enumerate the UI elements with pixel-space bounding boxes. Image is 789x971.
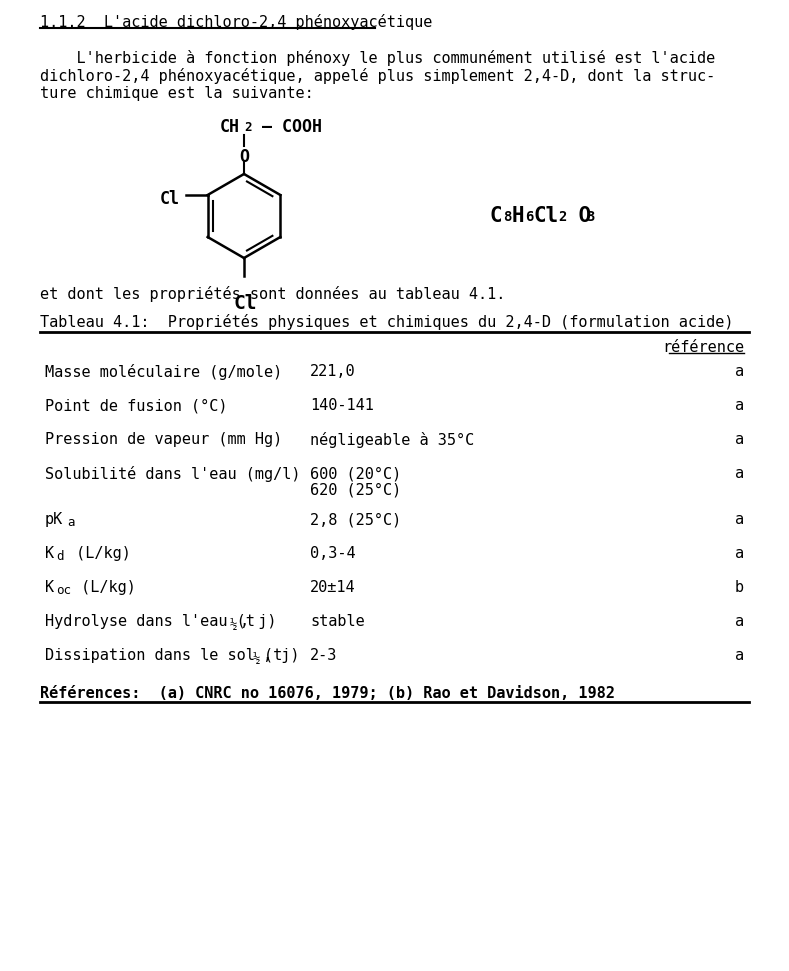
Text: (L/kg): (L/kg)	[72, 580, 136, 595]
Text: 1.1.2  L'acide dichloro-2,4 phénoxyacétique: 1.1.2 L'acide dichloro-2,4 phénoxyacétiq…	[40, 14, 432, 30]
Text: 140-141: 140-141	[310, 398, 374, 413]
Text: a: a	[735, 648, 744, 663]
Text: 2,8 (25°C): 2,8 (25°C)	[310, 512, 402, 527]
Text: 20±14: 20±14	[310, 580, 356, 595]
Text: K: K	[45, 546, 54, 561]
Text: 8: 8	[503, 210, 511, 224]
Text: référence: référence	[662, 340, 744, 355]
Text: a: a	[735, 364, 744, 379]
Text: Masse moléculaire (g/mole): Masse moléculaire (g/mole)	[45, 364, 282, 380]
Text: Cl: Cl	[159, 190, 180, 208]
Text: Références:  (a) CNRC no 16076, 1979; (b) Rao et Davidson, 1982: Références: (a) CNRC no 16076, 1979; (b)…	[40, 686, 615, 701]
Text: CH: CH	[220, 118, 240, 136]
Text: Cl: Cl	[534, 206, 559, 226]
Text: négligeable à 35°C: négligeable à 35°C	[310, 432, 474, 448]
Text: d: d	[56, 550, 63, 563]
Text: O: O	[239, 148, 249, 166]
Text: 600 (20°C): 600 (20°C)	[310, 466, 402, 481]
Text: 2: 2	[244, 121, 252, 134]
Text: – COOH: – COOH	[252, 118, 322, 136]
Text: L'herbicide à fonction phénoxy le plus communément utilisé est l'acide: L'herbicide à fonction phénoxy le plus c…	[40, 50, 716, 66]
Text: 0,3-4: 0,3-4	[310, 546, 356, 561]
Text: Hydrolyse dans l'eau (t: Hydrolyse dans l'eau (t	[45, 614, 255, 629]
Text: Cl: Cl	[234, 294, 257, 313]
Text: , j): , j)	[240, 614, 276, 629]
Text: a: a	[735, 432, 744, 447]
Text: dichloro-2,4 phénoxyacétique, appelé plus simplement 2,4-D, dont la struc-: dichloro-2,4 phénoxyacétique, appelé plu…	[40, 68, 716, 84]
Text: Point de fusion (°C): Point de fusion (°C)	[45, 398, 227, 413]
Text: 2-3: 2-3	[310, 648, 338, 663]
Text: ture chimique est la suivante:: ture chimique est la suivante:	[40, 86, 314, 101]
Text: (L/kg): (L/kg)	[67, 546, 131, 561]
Text: , j): , j)	[263, 648, 300, 663]
Text: 221,0: 221,0	[310, 364, 356, 379]
Text: 2: 2	[558, 210, 567, 224]
Text: oc: oc	[56, 584, 71, 597]
Text: K: K	[45, 580, 54, 595]
Text: et dont les propriétés sont données au tableau 4.1.: et dont les propriétés sont données au t…	[40, 286, 506, 302]
Text: pK: pK	[45, 512, 63, 527]
Text: ½: ½	[253, 652, 260, 665]
Text: stable: stable	[310, 614, 365, 629]
Text: Tableau 4.1:  Propriétés physiques et chimiques du 2,4-D (formulation acide): Tableau 4.1: Propriétés physiques et chi…	[40, 314, 734, 330]
Text: a: a	[735, 466, 744, 481]
Text: Solubilité dans l'eau (mg/l): Solubilité dans l'eau (mg/l)	[45, 466, 301, 482]
Text: 6: 6	[525, 210, 533, 224]
Text: H: H	[512, 206, 525, 226]
Text: 3: 3	[586, 210, 594, 224]
Text: C: C	[490, 206, 503, 226]
Text: O: O	[566, 206, 591, 226]
Text: b: b	[735, 580, 744, 595]
Text: Dissipation dans le sol (t: Dissipation dans le sol (t	[45, 648, 282, 663]
Text: Pression de vapeur (mm Hg): Pression de vapeur (mm Hg)	[45, 432, 282, 447]
Text: a: a	[735, 512, 744, 527]
Text: a: a	[67, 516, 74, 529]
Text: a: a	[735, 398, 744, 413]
Text: 620 (25°C): 620 (25°C)	[310, 482, 402, 497]
Text: a: a	[735, 614, 744, 629]
Text: a: a	[735, 546, 744, 561]
Text: ½: ½	[230, 618, 237, 631]
